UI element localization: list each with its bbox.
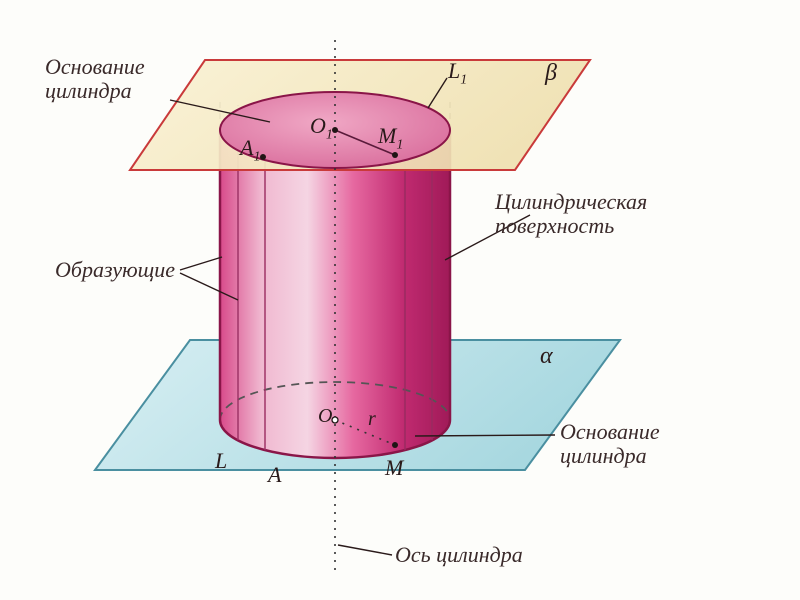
- label-O: O: [318, 405, 332, 428]
- label-surface: Цилиндрическая поверхность: [495, 190, 715, 238]
- label-O1: O1: [310, 113, 333, 143]
- label-alpha: α: [540, 343, 553, 370]
- label-beta: β: [545, 60, 557, 87]
- label-L1: L1: [448, 58, 467, 88]
- cylinder-diagram: { "labels": { "topBase": "Основание цили…: [0, 0, 800, 600]
- label-bottom-base: Основание цилиндра: [560, 420, 690, 468]
- label-top-base: Основание цилиндра: [45, 55, 175, 103]
- label-M: M: [385, 455, 403, 481]
- label-L: L: [215, 448, 227, 474]
- label-generators: Образующие: [55, 258, 175, 282]
- label-A1: A1: [240, 135, 260, 165]
- label-axis: Ось цилиндра: [395, 543, 523, 567]
- label-r: r: [368, 408, 376, 431]
- label-M1: M1: [378, 123, 403, 153]
- label-A: A: [268, 462, 281, 488]
